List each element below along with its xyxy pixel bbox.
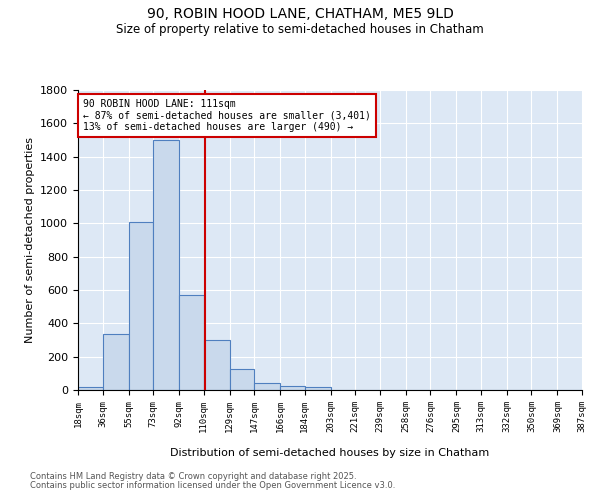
Bar	[153, 140, 179, 390]
Bar	[230, 369, 254, 390]
Bar	[78, 386, 103, 390]
Bar	[179, 295, 203, 390]
Bar	[103, 334, 128, 390]
Bar	[280, 386, 305, 390]
Text: 90 ROBIN HOOD LANE: 111sqm
← 87% of semi-detached houses are smaller (3,401)
13%: 90 ROBIN HOOD LANE: 111sqm ← 87% of semi…	[83, 99, 371, 132]
Bar	[305, 386, 331, 390]
Bar	[254, 382, 280, 390]
Bar	[203, 340, 230, 390]
Text: 90, ROBIN HOOD LANE, CHATHAM, ME5 9LD: 90, ROBIN HOOD LANE, CHATHAM, ME5 9LD	[146, 8, 454, 22]
Text: Distribution of semi-detached houses by size in Chatham: Distribution of semi-detached houses by …	[170, 448, 490, 458]
Bar	[128, 222, 153, 390]
Text: Size of property relative to semi-detached houses in Chatham: Size of property relative to semi-detach…	[116, 22, 484, 36]
Y-axis label: Number of semi-detached properties: Number of semi-detached properties	[25, 137, 35, 343]
Text: Contains public sector information licensed under the Open Government Licence v3: Contains public sector information licen…	[30, 481, 395, 490]
Text: Contains HM Land Registry data © Crown copyright and database right 2025.: Contains HM Land Registry data © Crown c…	[30, 472, 356, 481]
